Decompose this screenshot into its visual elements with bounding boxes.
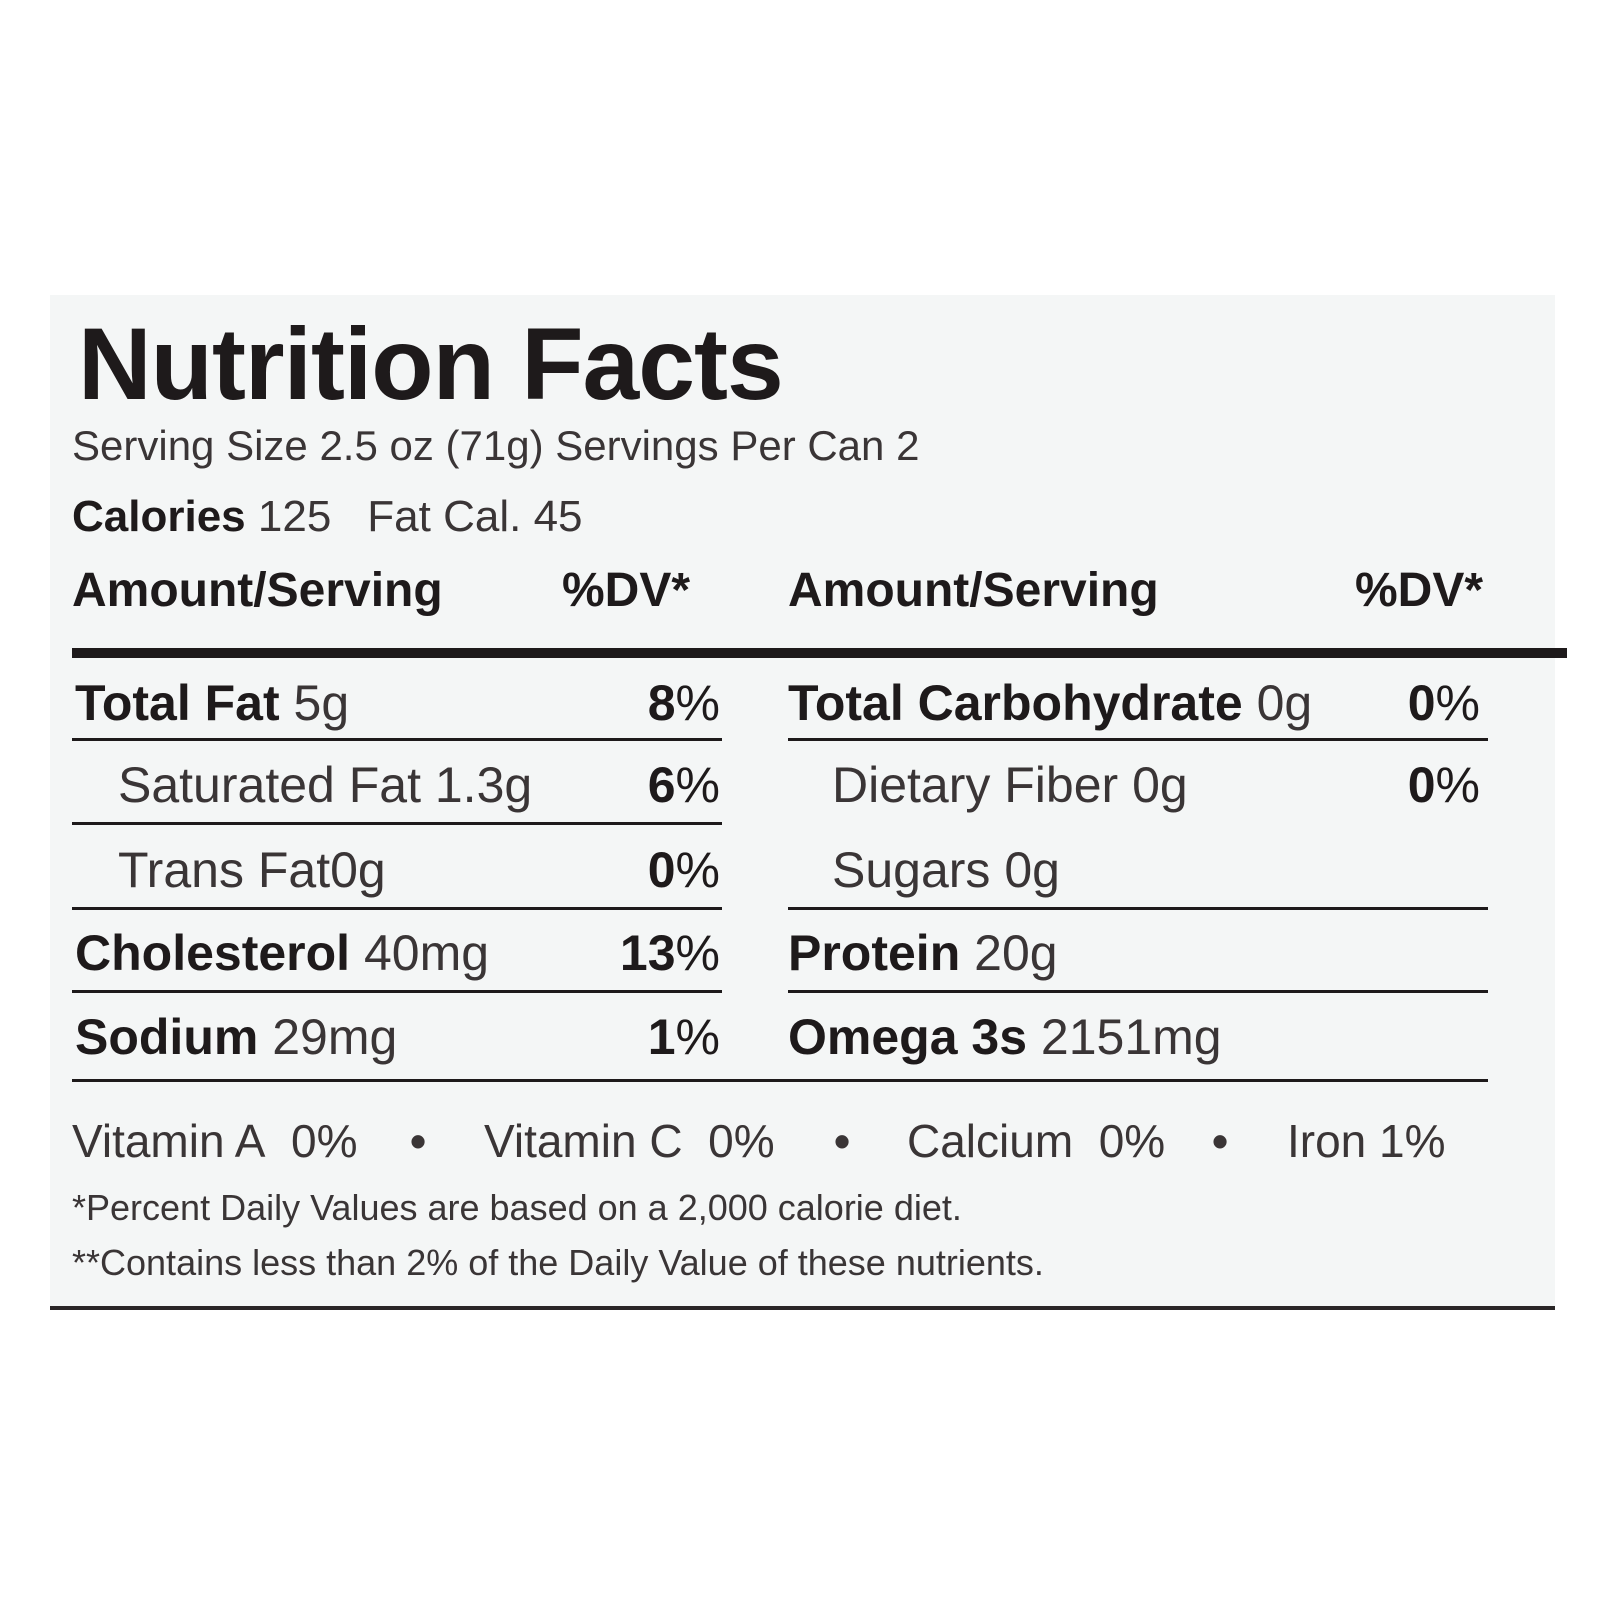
dv-percent-sign: %	[1435, 757, 1480, 813]
footnote-less-than-2-percent: **Contains less than 2% of the Daily Val…	[72, 1242, 1044, 1283]
bullet-separator: •	[1212, 1115, 1229, 1167]
dv-header-left: %DV*	[562, 564, 691, 617]
nutrient-amount: 40mg	[363, 925, 490, 981]
nutrient-name: Total Fat	[75, 675, 280, 731]
calories-value: 125	[257, 492, 332, 541]
dv-value: 8	[647, 675, 676, 731]
nutrition-label-panel: Nutrition Facts Serving Size 2.5 oz (71g…	[50, 295, 1567, 1310]
dv-percent-sign: %	[675, 1009, 720, 1065]
vitamin-name: Calcium	[907, 1115, 1074, 1167]
nutrient-amount: 0g	[1004, 842, 1060, 898]
nutrient-name: Trans Fat	[118, 842, 331, 898]
nutrient-name: Sugars	[832, 842, 991, 898]
nutrient-row-cholesterol: Cholesterol 40mg	[75, 928, 489, 978]
nutrient-amount: 5g	[293, 675, 350, 731]
vitamin-name: Iron	[1287, 1115, 1367, 1167]
nutrient-name: Omega 3s	[788, 1009, 1028, 1065]
calcium: Calcium 0%	[907, 1118, 1165, 1164]
dv-percent-sign: %	[675, 675, 720, 731]
dv-trans-fat: 0%	[610, 845, 720, 895]
vitamin-value: 0%	[1098, 1115, 1166, 1167]
bullet-separator: •	[834, 1115, 851, 1167]
nutrient-amount: 0g	[1256, 675, 1313, 731]
nutrient-name: Cholesterol	[75, 925, 351, 981]
row-divider	[72, 738, 722, 741]
amount-serving-header-left: Amount/Serving	[72, 564, 443, 617]
nutrient-row-protein: Protein 20g	[788, 928, 1058, 978]
nutrient-row-omega-3s: Omega 3s 2151mg	[788, 1012, 1222, 1062]
dv-saturated-fat: 6%	[610, 760, 720, 810]
row-divider	[72, 990, 722, 993]
dv-total-carbohydrate: 0%	[1370, 678, 1480, 728]
footnote-daily-values: *Percent Daily Values are based on a 2,0…	[72, 1187, 962, 1228]
vitamin-c: Vitamin C 0%	[484, 1118, 775, 1164]
dv-value: 1	[647, 1009, 676, 1065]
section-divider	[72, 1079, 1488, 1082]
dv-cholesterol: 13%	[580, 928, 720, 978]
nutrient-amount: 0g	[330, 842, 386, 898]
nutrient-row-dietary-fiber: Dietary Fiber 0g	[832, 760, 1188, 810]
vitamin-name: Vitamin C	[484, 1115, 683, 1167]
nutrition-facts-title: Nutrition Facts	[78, 307, 784, 421]
row-divider	[788, 738, 1488, 741]
amount-serving-header-right: Amount/Serving	[788, 564, 1159, 617]
dv-value: 13	[619, 925, 676, 981]
fat-calories: Fat Cal. 45	[367, 492, 583, 541]
nutrient-row-total-carbohydrate: Total Carbohydrate 0g	[788, 678, 1312, 728]
bullet-separator: •	[410, 1115, 427, 1167]
dv-total-fat: 8%	[610, 678, 720, 728]
serving-size-line: Serving Size 2.5 oz (71g) Servings Per C…	[72, 422, 920, 469]
row-divider	[788, 990, 1488, 993]
nutrient-amount: 20g	[974, 925, 1058, 981]
dv-percent-sign: %	[1435, 675, 1480, 731]
dv-value: 0	[647, 842, 676, 898]
dv-percent-sign: %	[675, 925, 720, 981]
nutrient-amount: 0g	[1132, 757, 1188, 813]
nutrient-amount: 2151mg	[1040, 1009, 1222, 1065]
dv-value: 0	[1407, 757, 1436, 813]
dv-percent-sign: %	[675, 757, 720, 813]
nutrient-row-sodium: Sodium 29mg	[75, 1012, 397, 1062]
vitamin-value: 0%	[708, 1115, 775, 1167]
nutrient-name: Total Carbohydrate	[788, 675, 1243, 731]
nutrient-name: Sodium	[75, 1009, 259, 1065]
nutrient-row-trans-fat: Trans Fat0g	[118, 845, 386, 895]
nutrient-name: Protein	[788, 925, 961, 981]
nutrient-amount: 1.3g	[434, 757, 533, 813]
calories-line: Calories 125 Fat Cal. 45	[72, 495, 583, 539]
vitamin-name: Vitamin A	[72, 1115, 266, 1167]
dv-sodium: 1%	[610, 1012, 720, 1062]
nutrient-name: Dietary Fiber	[832, 757, 1119, 813]
row-divider	[72, 822, 722, 825]
nutrient-row-sugars: Sugars 0g	[832, 845, 1060, 895]
nutrient-amount: 29mg	[272, 1009, 398, 1065]
row-divider	[72, 907, 722, 910]
vitamin-a: Vitamin A 0%	[72, 1118, 358, 1164]
dv-percent-sign: %	[675, 842, 720, 898]
header-thick-rule	[72, 648, 1567, 658]
nutrient-row-saturated-fat: Saturated Fat 1.3g	[118, 760, 532, 810]
nutrient-name: Saturated Fat	[118, 757, 421, 813]
vitamin-value: 0%	[291, 1115, 358, 1167]
dv-header-right: %DV*	[1355, 564, 1484, 617]
row-divider	[788, 907, 1488, 910]
nutrient-row-total-fat: Total Fat 5g	[75, 678, 349, 728]
dv-value: 6	[647, 757, 676, 813]
calories-label: Calories	[72, 492, 246, 541]
dv-value: 0	[1407, 675, 1436, 731]
dv-dietary-fiber: 0%	[1370, 760, 1480, 810]
iron: Iron 1%	[1287, 1118, 1446, 1164]
vitamin-value: 1%	[1379, 1115, 1446, 1167]
